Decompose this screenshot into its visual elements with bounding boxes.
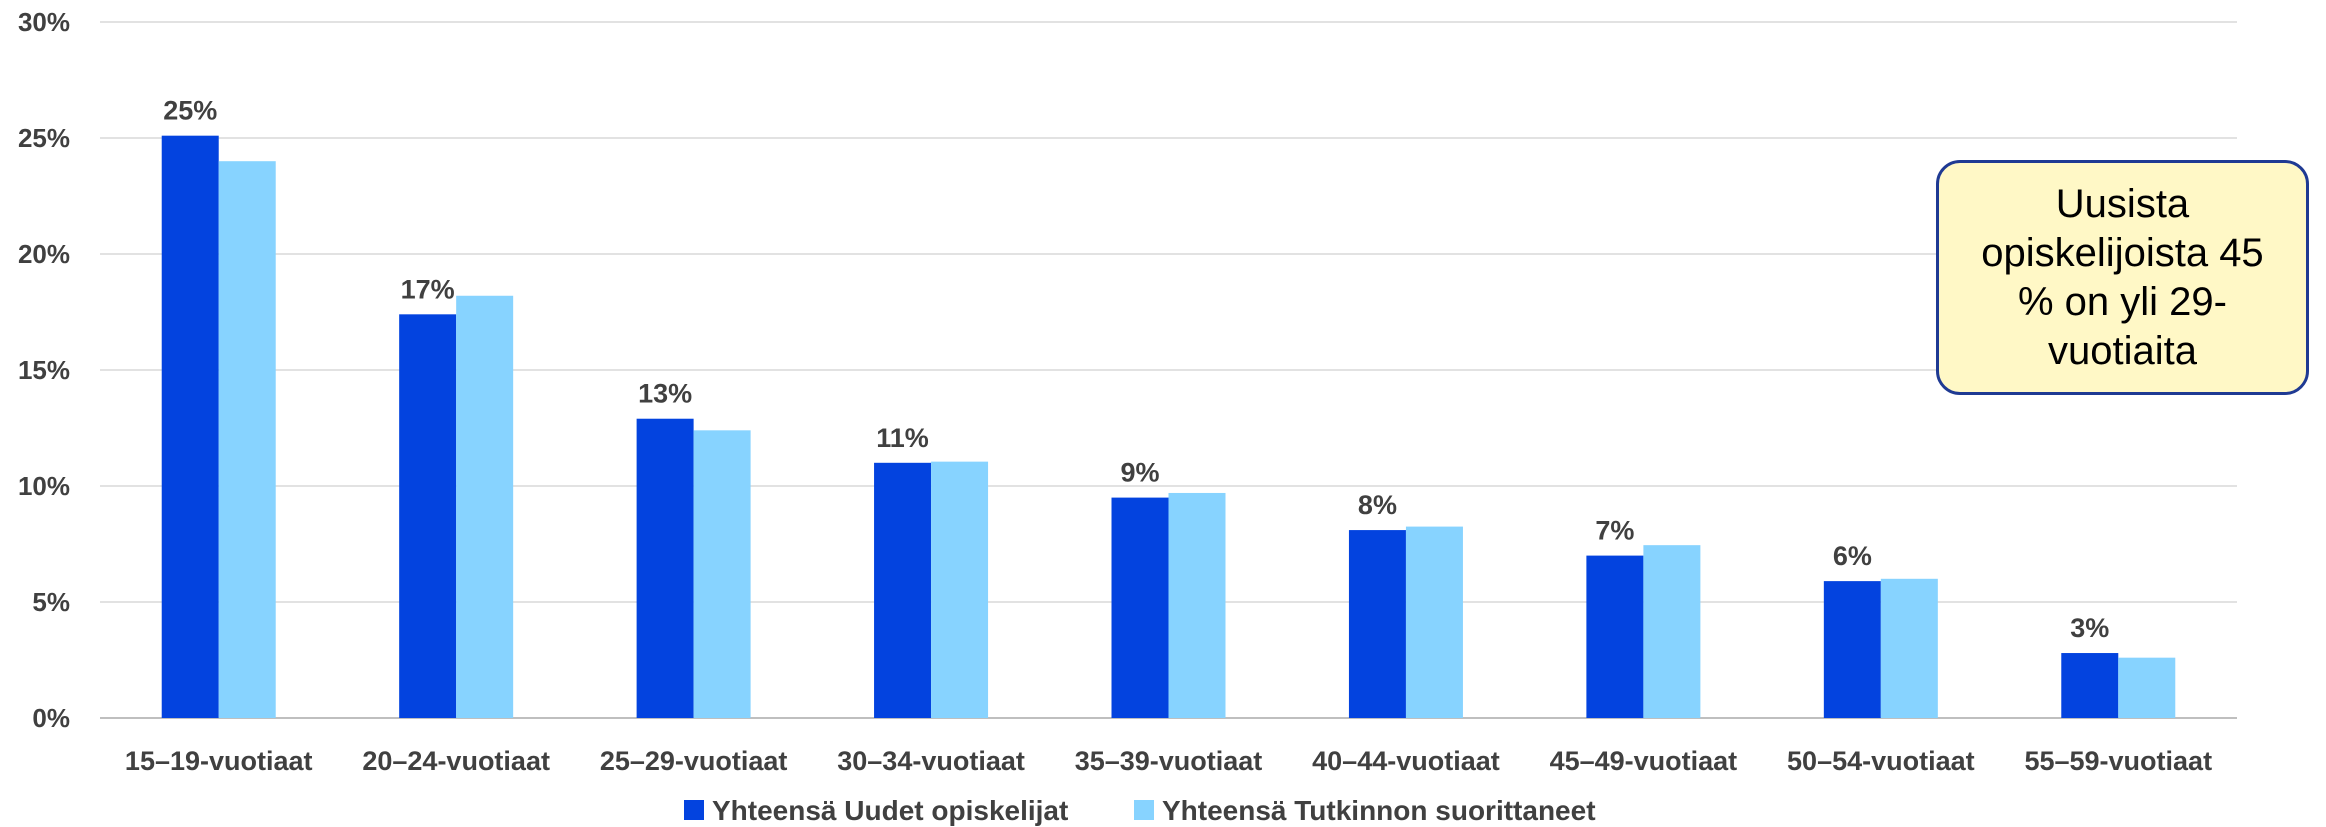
bar-tutkinnon-suorittaneet xyxy=(693,430,751,718)
data-label: 7% xyxy=(1595,516,1634,546)
y-axis-ticks: 0% 5% 10% 15% 20% 25% 30% xyxy=(18,7,70,733)
x-category-label: 35–39-vuotiaat xyxy=(1075,746,1263,776)
bar-tutkinnon-suorittaneet xyxy=(456,295,514,718)
x-category-label: 25–29-vuotiaat xyxy=(600,746,788,776)
legend-label-uudet: Yhteensä Uudet opiskelijat xyxy=(712,795,1068,826)
legend: Yhteensä Uudet opiskelijat Yhteensä Tutk… xyxy=(684,795,1596,826)
x-category-label: 20–24-vuotiaat xyxy=(362,746,550,776)
bar-uudet-opiskelijat xyxy=(2061,653,2119,718)
x-axis-categories: 15–19-vuotiaat 20–24-vuotiaat 25–29-vuotia… xyxy=(125,746,2212,776)
data-label: 25% xyxy=(163,96,217,126)
bar-tutkinnon-suorittaneet xyxy=(1405,526,1463,718)
data-label: 17% xyxy=(401,274,455,304)
bar-tutkinnon-suorittaneet xyxy=(1880,578,1938,718)
y-tick-label: 15% xyxy=(18,355,70,385)
data-label: 9% xyxy=(1120,458,1159,488)
data-labels: 25% 17% 13% 11% 9% 8% 7% 6% 3% xyxy=(163,96,2109,643)
data-label: 3% xyxy=(2070,613,2109,643)
bars xyxy=(161,135,2176,718)
bar-uudet-opiskelijat xyxy=(1586,555,1644,718)
bar-uudet-opiskelijat xyxy=(874,462,932,718)
y-tick-label: 30% xyxy=(18,7,70,37)
bar-tutkinnon-suorittaneet xyxy=(2118,657,2176,718)
data-label: 6% xyxy=(1833,541,1872,571)
x-category-label: 30–34-vuotiaat xyxy=(837,746,1025,776)
bar-uudet-opiskelijat xyxy=(399,314,457,718)
bar-tutkinnon-suorittaneet xyxy=(218,161,276,718)
data-label: 11% xyxy=(876,423,929,453)
y-tick-label: 10% xyxy=(18,471,70,501)
data-label: 13% xyxy=(638,379,692,409)
legend-swatch-tutkinnon xyxy=(1134,800,1154,820)
data-label: 8% xyxy=(1358,490,1397,520)
annotation-box: Uusista opiskelijoista 45 % on yli 29-vu… xyxy=(1936,160,2309,395)
bar-tutkinnon-suorittaneet xyxy=(1643,545,1701,718)
bar-uudet-opiskelijat xyxy=(1348,530,1406,718)
legend-label-tutkinnon: Yhteensä Tutkinnon suorittaneet xyxy=(1162,795,1596,826)
x-category-label: 15–19-vuotiaat xyxy=(125,746,313,776)
bar-uudet-opiskelijat xyxy=(161,135,219,718)
y-tick-label: 0% xyxy=(32,703,70,733)
x-category-label: 55–59-vuotiaat xyxy=(2024,746,2212,776)
x-category-label: 40–44-vuotiaat xyxy=(1312,746,1500,776)
y-tick-label: 20% xyxy=(18,239,70,269)
x-category-label: 50–54-vuotiaat xyxy=(1787,746,1975,776)
bar-uudet-opiskelijat xyxy=(1111,497,1169,718)
bar-uudet-opiskelijat xyxy=(636,418,694,718)
y-tick-label: 5% xyxy=(32,587,70,617)
y-tick-label: 25% xyxy=(18,123,70,153)
bar-tutkinnon-suorittaneet xyxy=(1168,492,1226,718)
legend-swatch-uudet xyxy=(684,800,704,820)
x-category-label: 45–49-vuotiaat xyxy=(1550,746,1738,776)
bar-tutkinnon-suorittaneet xyxy=(931,461,989,718)
bar-uudet-opiskelijat xyxy=(1823,581,1881,718)
